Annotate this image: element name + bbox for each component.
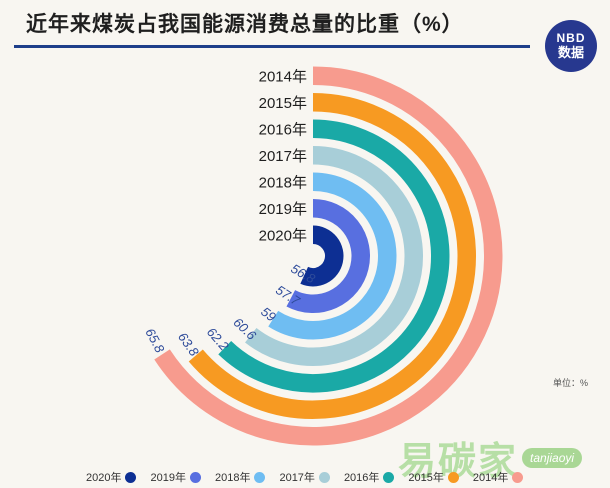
bar-arc [286,199,370,313]
legend-dot [189,471,201,483]
brand-site-badge: tanjiaoyi [522,447,583,468]
legend-dot [125,471,137,483]
legend-item[interactable]: 2017年 [279,469,330,485]
bar-arc [300,225,344,287]
brand-watermark: 易碳家 tanjiaoyi [398,430,583,485]
category-label: 2016年 [259,121,307,138]
chart-legend: 2020年 2019年 2018年 2017年 2016年 2015年 2014… [86,468,524,486]
legend-dot [318,471,330,483]
category-label: 2015年 [259,95,307,112]
data-label: 59 [258,304,279,325]
legend-label: 2020年 [86,472,122,484]
legend-item[interactable]: 2019年 [150,469,201,485]
legend-dot [383,471,395,483]
data-label: 65.8 [142,326,168,356]
bar-arc [154,66,503,446]
legend-label: 2017年 [279,472,315,484]
logo-bottom-text: 数据 [557,45,584,60]
category-label: 2019年 [259,201,307,218]
unit-label: 单位：% [553,378,589,388]
legend-dot [512,471,524,483]
legend-item[interactable]: 2018年 [214,469,266,485]
legend-item[interactable]: 2016年 [343,469,395,485]
legend-label: 2014年 [472,472,509,484]
legend-label: 2018年 [214,472,251,484]
legend-dot [254,471,266,483]
category-label: 2018年 [259,174,307,191]
bar-arc [188,93,476,419]
legend-item[interactable]: 2020年 [86,469,137,485]
title-underline [14,45,530,48]
category-label: 2017年 [259,148,307,165]
legend-label: 2016年 [343,472,380,484]
legend-item[interactable]: 2014年 [472,469,524,485]
legend-label: 2019年 [150,472,186,484]
category-label: 2014年 [259,68,307,85]
nbd-logo: NBD 数据 [545,20,597,72]
legend-item[interactable]: 2015年 [408,469,459,485]
legend-dot [447,471,459,483]
category-label: 2020年 [259,227,307,244]
chart-title: 近年来煤炭占我国能源消费总量的比重（%） [26,13,464,36]
bar-arc [245,146,423,366]
legend-label: 2015年 [408,472,444,484]
bar-arc [218,119,450,393]
logo-top-text: NBD [556,31,586,45]
bar-arc [268,172,397,340]
